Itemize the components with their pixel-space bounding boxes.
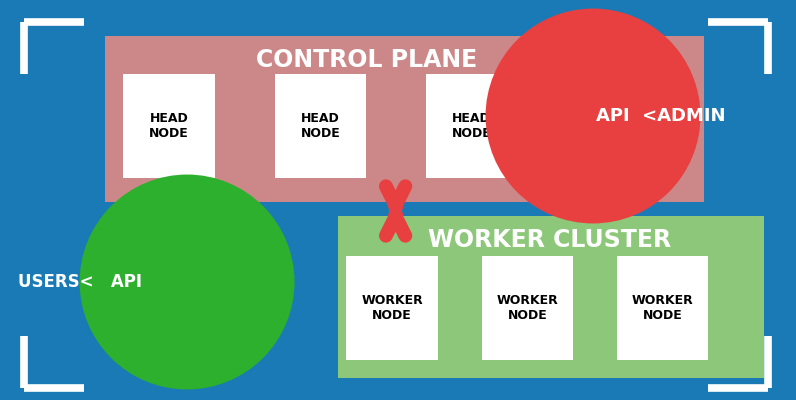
Text: HEAD
NODE: HEAD NODE [301, 112, 340, 140]
Bar [275, 74, 366, 178]
Bar [482, 256, 573, 360]
Text: HEAD
NODE: HEAD NODE [150, 112, 189, 140]
Bar [426, 74, 517, 178]
Bar [123, 74, 215, 178]
Text: USERS<   API: USERS< API [18, 273, 142, 291]
Ellipse shape [80, 174, 295, 390]
Text: WORKER
NODE: WORKER NODE [497, 294, 558, 322]
Bar [105, 36, 704, 202]
Text: WORKER
NODE: WORKER NODE [361, 294, 423, 322]
Text: API  <ADMIN: API <ADMIN [596, 107, 725, 125]
Text: HEAD
NODE: HEAD NODE [452, 112, 491, 140]
Text: WORKER
NODE: WORKER NODE [632, 294, 693, 322]
Bar [346, 256, 438, 360]
Text: CONTROL PLANE: CONTROL PLANE [256, 48, 477, 72]
Bar [617, 256, 708, 360]
Bar [338, 216, 764, 378]
Ellipse shape [486, 8, 700, 224]
Text: WORKER CLUSTER: WORKER CLUSTER [427, 228, 671, 252]
